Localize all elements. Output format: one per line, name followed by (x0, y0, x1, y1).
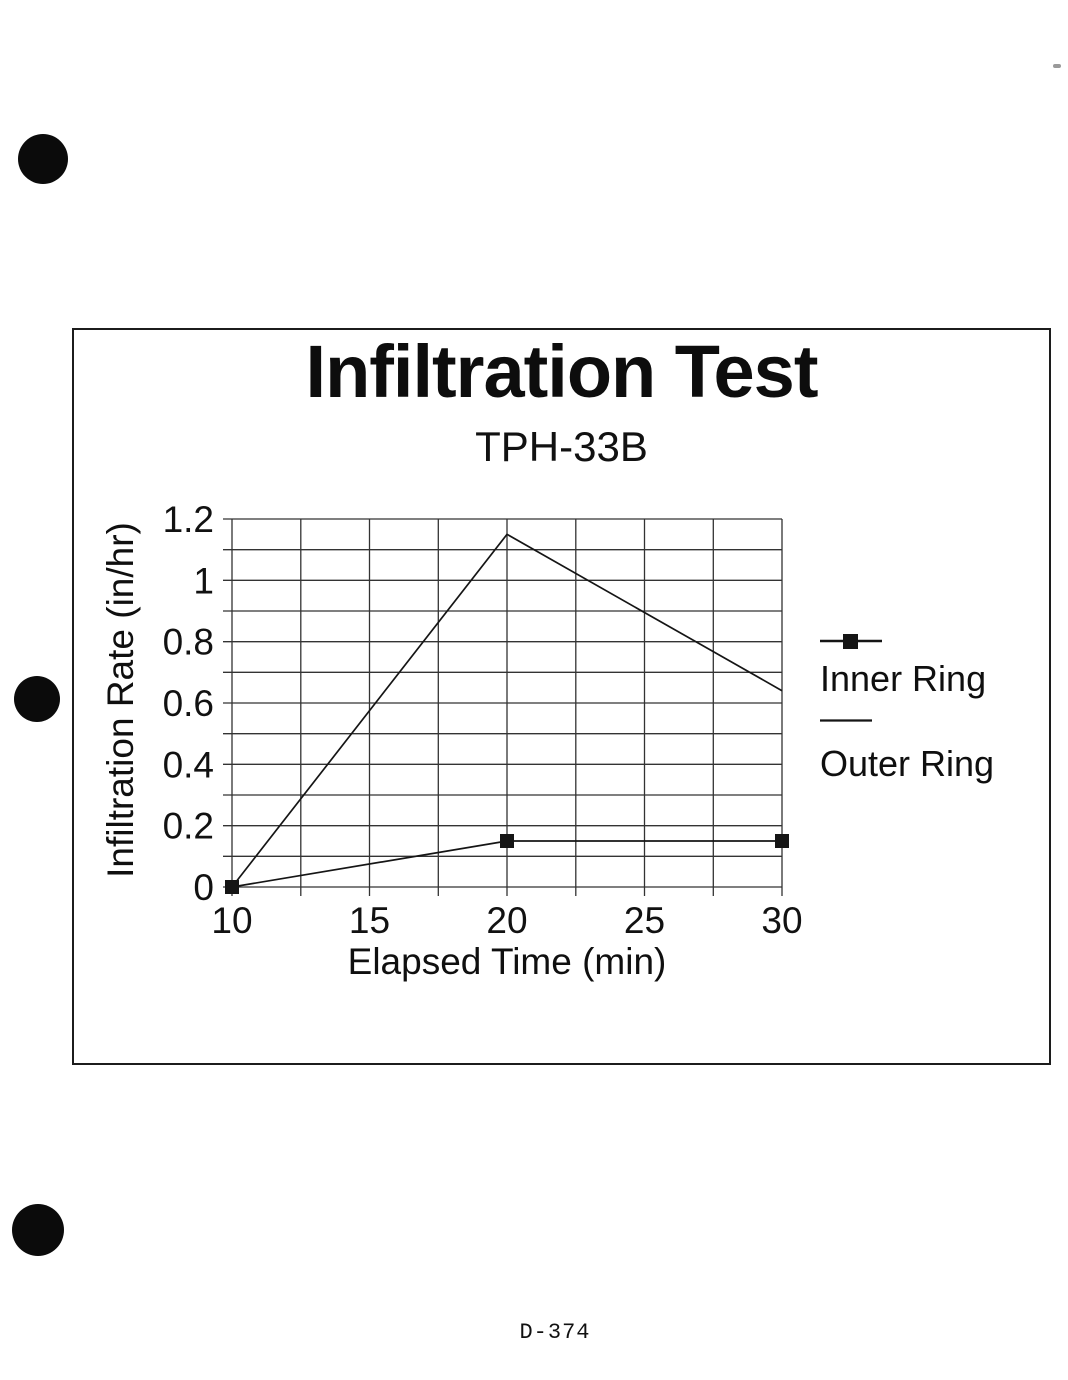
y-tick-label: 0.8 (163, 622, 214, 663)
outer-ring-legend-line-icon (820, 719, 872, 722)
y-axis-title: Infiltration Rate (in/hr) (100, 522, 141, 878)
x-tick-label: 25 (624, 900, 665, 941)
y-tick-label: 1 (193, 560, 214, 601)
y-tick-label: 0.4 (163, 744, 214, 785)
plot-area: 10 15 20 25 30 0 0.2 0.4 0.6 0.8 1 1.2 (163, 499, 803, 941)
x-tick-label: 15 (349, 900, 390, 941)
data-point-inner-ring (500, 834, 514, 848)
y-tick-label: 0 (193, 867, 214, 908)
series-line-outer-ring (231, 533, 783, 888)
scan-speck (1053, 64, 1061, 68)
x-axis-title: Elapsed Time (min) (347, 941, 667, 982)
x-tick-label: 10 (211, 900, 252, 941)
punch-hole-top (18, 134, 68, 184)
data-point-inner-ring (775, 834, 789, 848)
page-number: D-374 (519, 1320, 591, 1345)
y-tick-label: 1.2 (163, 499, 214, 540)
data-point-inner-ring (225, 880, 239, 894)
x-tick-label: 20 (486, 900, 527, 941)
legend-label-inner-ring: Inner Ring (820, 658, 987, 699)
chart-subtitle: TPH-33B (475, 423, 648, 470)
y-tick-label: 0.6 (163, 683, 214, 724)
chart-title: Infiltration Test (305, 330, 819, 413)
y-tick-label: 0.2 (163, 806, 214, 847)
punch-hole-middle (14, 676, 60, 722)
legend-label-outer-ring: Outer Ring (820, 743, 995, 784)
inner-ring-legend-marker-icon (820, 634, 882, 649)
x-tick-label: 30 (761, 900, 802, 941)
punch-hole-bottom (12, 1204, 64, 1256)
legend: Inner Ring Outer Ring (820, 633, 1035, 784)
chart-frame: Infiltration Test TPH-33B Infiltration R… (72, 328, 1051, 1065)
